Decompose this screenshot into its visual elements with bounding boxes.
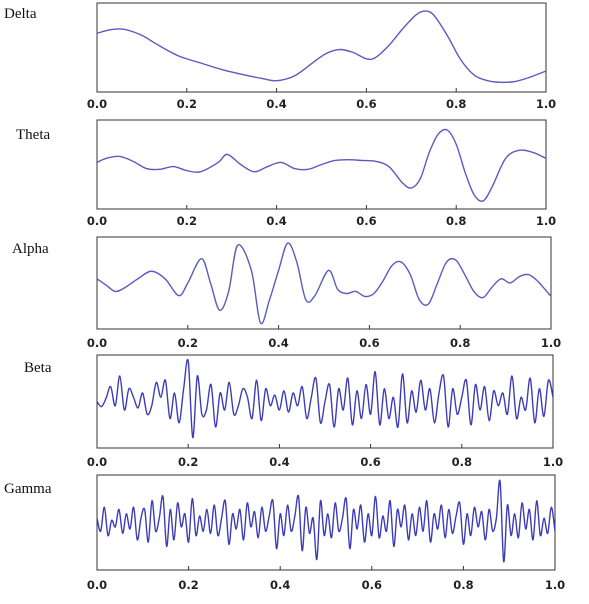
alpha-signal-line — [96, 242, 552, 325]
beta-signal-line — [96, 358, 554, 439]
delta-x-tick-label: 0.4 — [266, 97, 286, 111]
alpha-x-tick-label: 0.0 — [87, 336, 107, 350]
theta-x-tick-label: 0.4 — [266, 214, 286, 228]
beta-x-tick-label: 1.0 — [543, 455, 563, 469]
alpha-plot-frame — [96, 236, 552, 330]
alpha-x-tick-label: 0.8 — [450, 336, 470, 350]
gamma-panel: Gamma 0.0 0.2 0.4 0.6 0.8 1.0 — [4, 474, 565, 592]
gamma-plot-frame — [96, 474, 556, 571]
theta-x-tick-label: 0.2 — [177, 214, 197, 228]
gamma-signal-line — [96, 479, 556, 563]
beta-band-label: Beta — [24, 360, 52, 376]
beta-x-tick-label: 0.2 — [178, 455, 198, 469]
delta-x-tick-label: 0.2 — [177, 97, 197, 111]
gamma-band-label: Gamma — [4, 481, 52, 497]
theta-signal-line — [96, 128, 547, 202]
theta-x-tick-label: 0.6 — [356, 214, 376, 228]
alpha-x-tick-label: 0.2 — [178, 336, 198, 350]
beta-x-tick-label: 0.4 — [269, 455, 289, 469]
delta-x-tick-label: 0.8 — [446, 97, 466, 111]
theta-x-tick-label: 1.0 — [536, 214, 556, 228]
alpha-band-label: Alpha — [12, 241, 49, 257]
delta-x-tick-label: 0.6 — [356, 97, 376, 111]
theta-x-tick-label: 0.0 — [87, 214, 107, 228]
beta-x-tick-label: 0.0 — [87, 455, 107, 469]
theta-plot-frame — [96, 119, 547, 210]
gamma-x-tick-label: 0.0 — [87, 578, 107, 592]
gamma-x-tick-label: 0.2 — [178, 578, 198, 592]
theta-x-tick-label: 0.8 — [446, 214, 466, 228]
theta-band-label: Theta — [16, 127, 50, 143]
beta-x-tick-label: 0.6 — [360, 455, 380, 469]
delta-signal-line — [96, 10, 547, 84]
alpha-x-tick-label: 0.4 — [268, 336, 288, 350]
delta-panel: Delta 0.0 0.2 0.4 0.6 0.8 1.0 — [4, 2, 556, 111]
gamma-x-tick-label: 0.6 — [362, 578, 382, 592]
delta-x-tick-label: 1.0 — [536, 97, 556, 111]
delta-band-label: Delta — [4, 6, 37, 22]
alpha-x-tick-label: 1.0 — [541, 336, 561, 350]
gamma-x-tick-label: 0.8 — [453, 578, 473, 592]
alpha-x-tick-label: 0.6 — [359, 336, 379, 350]
beta-x-tick-label: 0.8 — [452, 455, 472, 469]
theta-panel: Theta 0.0 0.2 0.4 0.6 0.8 1.0 — [16, 119, 556, 228]
gamma-x-tick-label: 1.0 — [545, 578, 565, 592]
alpha-panel: Alpha 0.0 0.2 0.4 0.6 0.8 1.0 — [12, 236, 561, 350]
beta-panel: Beta 0.0 0.2 0.4 0.6 0.8 1.0 — [24, 354, 563, 469]
gamma-x-tick-label: 0.4 — [270, 578, 290, 592]
delta-plot-frame — [96, 2, 547, 93]
delta-x-tick-label: 0.0 — [87, 97, 107, 111]
